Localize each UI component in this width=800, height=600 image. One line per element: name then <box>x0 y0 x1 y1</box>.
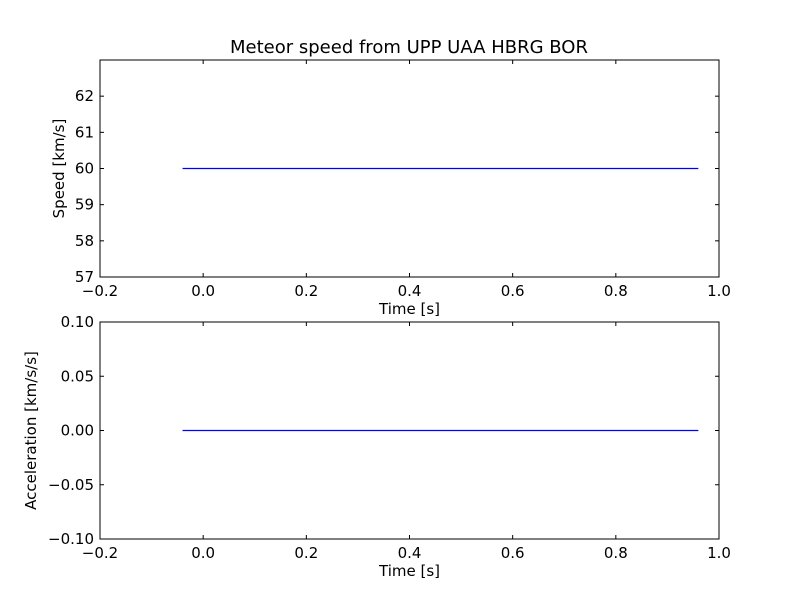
acceleration-marks: −0.2 0.0 0.2 0.4 0.6 0.8 1.0 −0.10 −0.05 0.00 0.05… <box>48 313 731 562</box>
acceleration-x-tick-label: −0.2 <box>82 544 118 562</box>
speed-y-tick-label: 58 <box>75 232 94 250</box>
acceleration-x-tick-label: 1.0 <box>707 544 731 562</box>
speed-x-tick-label: 0.4 <box>398 282 422 300</box>
acceleration-y-tick-label: −0.05 <box>48 476 94 494</box>
acceleration-x-tick-label: 0.8 <box>604 544 628 562</box>
speed-y-tick-label: 60 <box>75 160 94 178</box>
speed-x-tick-label: 0.0 <box>191 282 215 300</box>
speed-y-tick-label: 57 <box>75 268 94 286</box>
chart-title: Meteor speed from UPP UAA HBRG BOR <box>230 37 588 58</box>
speed-x-tick-label: 0.8 <box>604 282 628 300</box>
acceleration-x-axis-label: Time [s] <box>378 562 440 580</box>
acceleration-x-tick-label: 0.0 <box>191 544 215 562</box>
speed-y-tick-label: 59 <box>75 196 94 214</box>
acceleration-y-tick-label: 0.00 <box>61 422 94 440</box>
acceleration-y-tick-label: 0.10 <box>61 313 94 331</box>
acceleration-x-tick-label: 0.2 <box>294 544 318 562</box>
speed-x-tick-label: 1.0 <box>707 282 731 300</box>
acceleration-y-tick-label: −0.10 <box>48 530 94 548</box>
acceleration-y-axis-label: Acceleration [km/s/s] <box>22 351 40 510</box>
acceleration-x-tick-label: 0.6 <box>501 544 525 562</box>
acceleration-x-tick-label: 0.4 <box>398 544 422 562</box>
acceleration-subplot: −0.2 0.0 0.2 0.4 0.6 0.8 1.0 −0.10 −0.05 0.00 0.05… <box>22 313 731 580</box>
speed-x-tick-label: −0.2 <box>82 282 118 300</box>
speed-x-tick-label: 0.6 <box>501 282 525 300</box>
speed-y-axis-label: Speed [km/s] <box>50 119 68 219</box>
speed-x-tick-label: 0.2 <box>294 282 318 300</box>
speed-x-axis-label: Time [s] <box>378 300 440 318</box>
speed-subplot: −0.2 0.0 0.2 0.4 0.6 0.8 1.0 57 58 59 60 61 62 Time … <box>50 59 731 318</box>
speed-y-tick-label: 61 <box>75 123 94 141</box>
speed-y-tick-label: 62 <box>75 87 94 105</box>
acceleration-y-tick-label: 0.05 <box>61 367 94 385</box>
speed-marks: −0.2 0.0 0.2 0.4 0.6 0.8 1.0 57 58 59 60 61 62 <box>75 60 731 300</box>
